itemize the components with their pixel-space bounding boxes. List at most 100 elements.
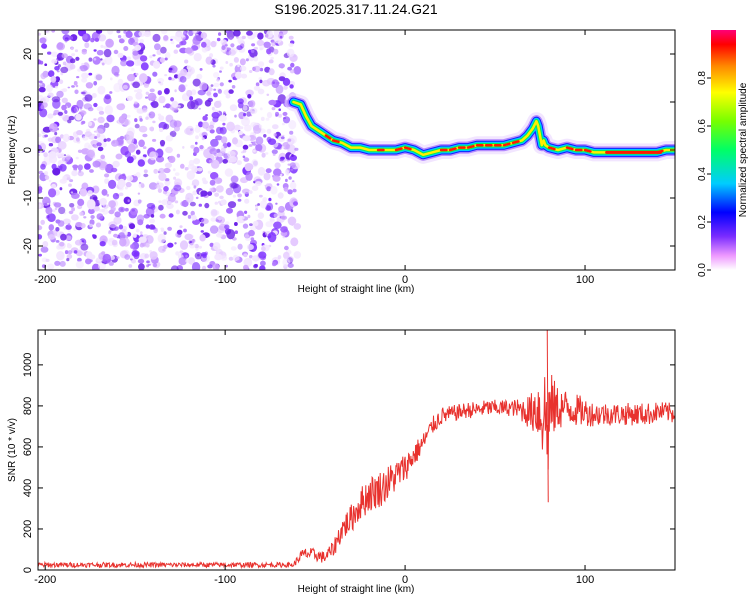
- noise-speckle: [54, 207, 58, 211]
- noise-speckle: [205, 114, 209, 117]
- noise-speckle: [47, 92, 54, 98]
- noise-speckle: [258, 61, 265, 67]
- noise-speckle: [93, 58, 97, 61]
- noise-speckle: [284, 245, 289, 251]
- noise-speckle: [108, 209, 115, 215]
- noise-speckle: [143, 173, 149, 178]
- noise-speckle: [104, 178, 110, 185]
- noise-speckle: [188, 242, 196, 249]
- noise-speckle: [253, 85, 261, 91]
- noise-speckle: [256, 39, 265, 47]
- noise-speckle: [264, 184, 267, 187]
- noise-speckle: [258, 251, 267, 259]
- noise-speckle: [175, 251, 180, 256]
- noise-speckle: [82, 91, 86, 95]
- noise-speckle: [111, 65, 120, 76]
- noise-speckle: [125, 181, 132, 188]
- noise-speckle: [179, 250, 184, 254]
- noise-speckle: [76, 250, 83, 257]
- noise-speckle: [277, 255, 282, 260]
- noise-speckle: [126, 56, 131, 61]
- noise-speckle: [191, 45, 199, 51]
- noise-speckle: [262, 197, 268, 202]
- noise-speckle: [118, 115, 126, 124]
- noise-speckle: [259, 107, 263, 111]
- noise-speckle: [76, 76, 80, 79]
- noise-speckle: [242, 223, 249, 229]
- noise-speckle: [225, 221, 230, 226]
- noise-speckle: [222, 122, 226, 126]
- noise-speckle: [207, 170, 212, 174]
- noise-speckle: [193, 185, 197, 189]
- noise-speckle: [77, 257, 82, 262]
- noise-speckle: [88, 208, 95, 215]
- noise-speckle: [67, 86, 71, 89]
- noise-speckle: [227, 150, 236, 158]
- noise-speckle: [112, 192, 120, 200]
- ridge-peak: [466, 144, 475, 149]
- noise-speckle: [51, 51, 58, 57]
- noise-speckle: [208, 159, 214, 164]
- noise-speckle: [220, 199, 227, 206]
- noise-speckle: [233, 30, 241, 37]
- noise-speckle: [213, 72, 220, 78]
- noise-speckle: [56, 70, 60, 73]
- noise-speckle: [82, 33, 88, 40]
- noise-speckle: [68, 183, 72, 187]
- noise-speckle: [178, 257, 187, 266]
- noise-speckle: [94, 136, 98, 139]
- noise-speckle: [265, 221, 274, 228]
- noise-speckle: [242, 149, 247, 153]
- noise-speckle: [238, 102, 244, 109]
- noise-speckle: [202, 180, 208, 185]
- noise-speckle: [170, 265, 179, 270]
- noise-speckle: [134, 44, 142, 51]
- noise-speckle: [216, 78, 220, 82]
- noise-speckle: [271, 261, 277, 267]
- noise-speckle: [231, 85, 236, 89]
- noise-speckle: [93, 49, 97, 52]
- noise-speckle: [139, 39, 144, 44]
- noise-speckle: [79, 188, 88, 197]
- noise-speckle: [164, 74, 168, 77]
- noise-speckle: [275, 84, 284, 95]
- noise-speckle: [97, 116, 105, 124]
- bottom-y-tick-label: 600: [22, 438, 34, 456]
- noise-speckle: [123, 30, 127, 34]
- noise-speckle: [44, 175, 50, 181]
- noise-speckle: [103, 138, 107, 143]
- noise-speckle: [108, 200, 116, 208]
- noise-speckle: [194, 252, 203, 260]
- noise-speckle: [266, 48, 272, 55]
- noise-speckle: [71, 207, 75, 212]
- noise-speckle: [66, 177, 71, 181]
- noise-speckle: [56, 42, 65, 51]
- noise-speckle: [293, 66, 302, 75]
- noise-speckle: [235, 71, 242, 80]
- noise-speckle: [83, 216, 87, 219]
- noise-speckle: [249, 70, 253, 73]
- noise-speckle: [240, 65, 247, 72]
- noise-speckle: [166, 203, 174, 210]
- noise-speckle: [77, 198, 85, 206]
- noise-speckle: [106, 137, 111, 142]
- noise-speckle: [157, 188, 162, 194]
- noise-speckle: [244, 163, 254, 171]
- noise-speckle: [259, 200, 268, 209]
- noise-speckle: [280, 156, 285, 160]
- noise-speckle: [247, 214, 251, 219]
- noise-speckle: [155, 155, 165, 163]
- noise-speckle: [110, 167, 118, 173]
- noise-speckle: [216, 185, 224, 193]
- noise-speckle: [259, 124, 263, 129]
- noise-region: [38, 30, 302, 270]
- noise-speckle: [289, 69, 295, 74]
- noise-speckle: [104, 173, 110, 178]
- noise-speckle: [209, 179, 216, 186]
- noise-speckle: [244, 124, 252, 132]
- noise-speckle: [184, 167, 189, 171]
- noise-speckle: [208, 95, 213, 98]
- noise-speckle: [225, 30, 232, 34]
- noise-speckle: [124, 207, 129, 212]
- noise-speckle: [149, 251, 158, 260]
